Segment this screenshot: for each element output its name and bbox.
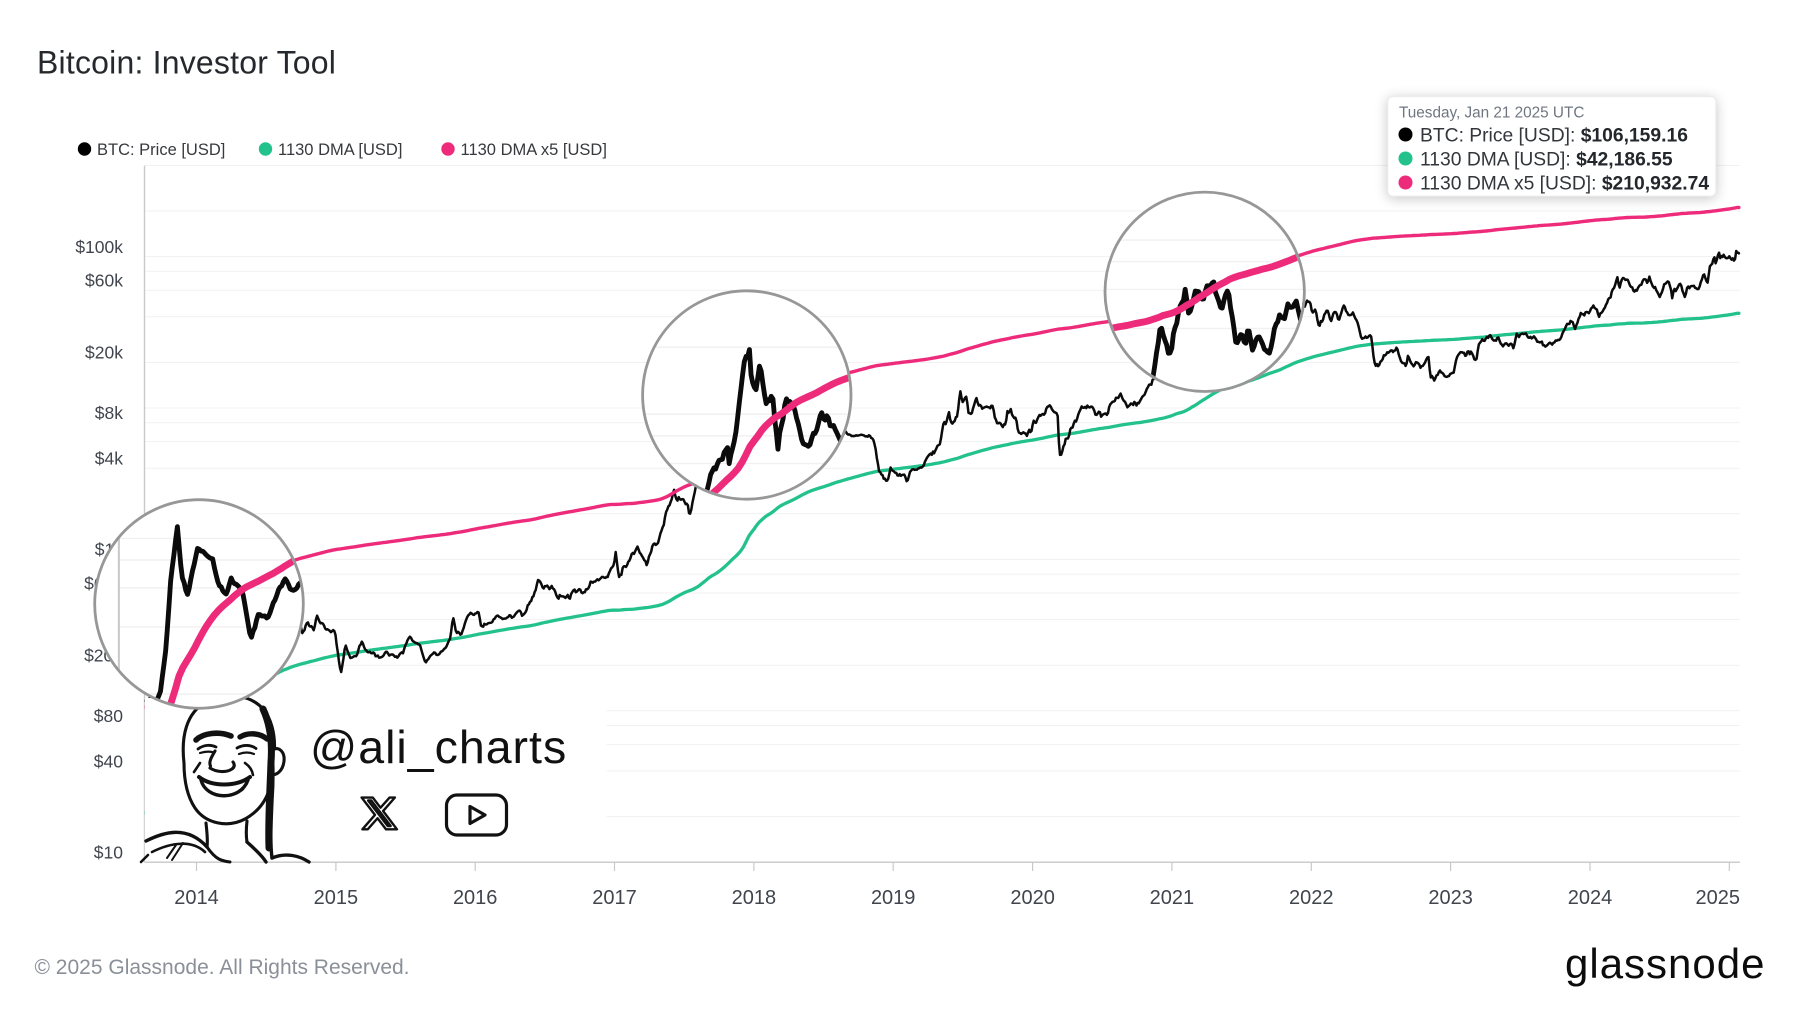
svg-text:2019: 2019 xyxy=(871,887,916,909)
svg-text:1130 DMA x5 [USD]: $210,932.74: 1130 DMA x5 [USD]: $210,932.74 xyxy=(1420,174,1709,195)
svg-text:2017: 2017 xyxy=(592,887,637,909)
svg-text:$80: $80 xyxy=(94,706,123,726)
svg-text:$10: $10 xyxy=(94,843,123,863)
svg-text:Bitcoin: Investor Tool: Bitcoin: Investor Tool xyxy=(37,45,336,81)
svg-text:$60k: $60k xyxy=(85,271,123,291)
svg-text:2014: 2014 xyxy=(174,887,219,909)
svg-text:1130 DMA [USD]: $42,186.55: 1130 DMA [USD]: $42,186.55 xyxy=(1420,150,1673,171)
svg-text:2016: 2016 xyxy=(453,887,498,909)
svg-text:Tuesday, Jan 21 2025 UTC: Tuesday, Jan 21 2025 UTC xyxy=(1399,105,1584,122)
svg-text:BTC: Price [USD]: $106,159.16: BTC: Price [USD]: $106,159.16 xyxy=(1420,126,1688,147)
svg-text:$100k: $100k xyxy=(75,237,123,257)
svg-text:2018: 2018 xyxy=(732,887,777,909)
svg-text:BTC: Price [USD]: BTC: Price [USD] xyxy=(97,141,225,159)
svg-text:2021: 2021 xyxy=(1150,887,1195,909)
svg-text:$40: $40 xyxy=(94,751,123,771)
svg-text:2015: 2015 xyxy=(314,887,359,909)
svg-text:glassnode: glassnode xyxy=(1565,940,1765,987)
svg-text:1130 DMA [USD]: 1130 DMA [USD] xyxy=(278,141,402,159)
svg-text:$20k: $20k xyxy=(85,343,123,363)
svg-text:1130 DMA x5 [USD]: 1130 DMA x5 [USD] xyxy=(461,141,607,159)
svg-text:$8k: $8k xyxy=(95,403,123,423)
svg-text:2025: 2025 xyxy=(1696,887,1741,909)
svg-text:2022: 2022 xyxy=(1289,887,1334,909)
svg-text:@ali_charts: @ali_charts xyxy=(310,721,567,773)
svg-text:© 2025 Glassnode. All Rights R: © 2025 Glassnode. All Rights Reserved. xyxy=(35,956,410,979)
svg-text:2020: 2020 xyxy=(1010,887,1055,909)
svg-text:2023: 2023 xyxy=(1428,887,1473,909)
svg-text:$4k: $4k xyxy=(95,449,123,469)
svg-text:2024: 2024 xyxy=(1568,887,1613,909)
